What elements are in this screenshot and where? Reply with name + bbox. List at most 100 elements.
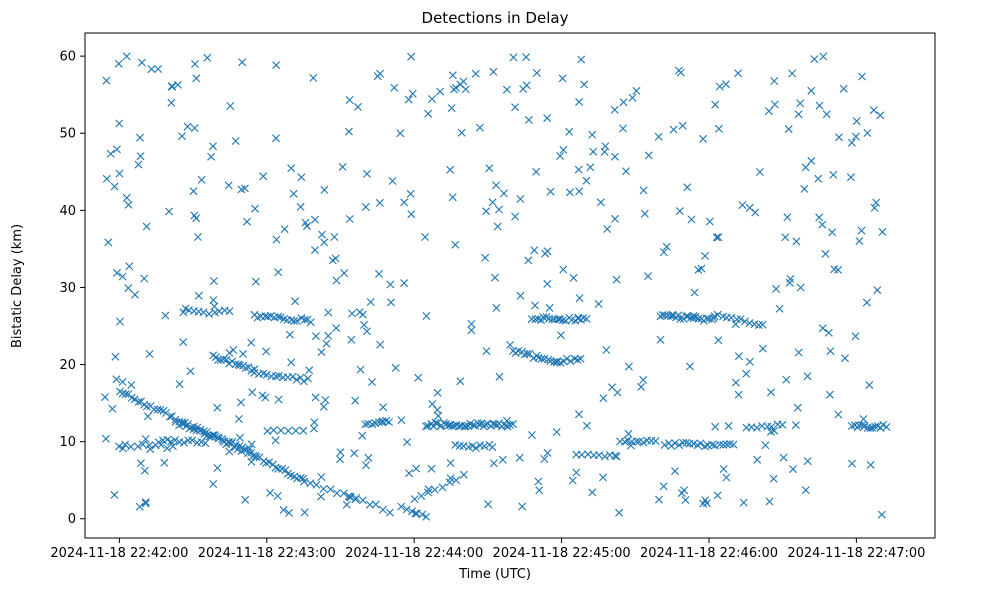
data-point <box>878 227 887 236</box>
data-point <box>114 59 123 68</box>
data-point <box>332 276 341 285</box>
data-point <box>191 60 199 68</box>
data-point <box>522 53 531 62</box>
data-point <box>274 464 283 473</box>
data-point <box>163 435 172 444</box>
data-point <box>284 426 293 435</box>
data-point <box>305 366 314 375</box>
data-point <box>400 279 409 288</box>
data-point <box>523 349 532 358</box>
data-point <box>365 500 374 509</box>
data-point <box>866 460 875 469</box>
data-point <box>710 441 719 450</box>
data-point <box>719 465 728 473</box>
data-point <box>183 122 192 131</box>
data-point <box>210 431 219 440</box>
data-point <box>611 214 619 223</box>
data-point <box>287 358 296 367</box>
data-point <box>188 436 197 445</box>
data-point <box>317 492 325 501</box>
data-point <box>422 422 430 431</box>
data-point <box>632 86 641 95</box>
data-point <box>769 474 778 483</box>
data-point <box>602 346 611 354</box>
data-point <box>596 198 605 207</box>
data-point <box>724 421 733 430</box>
data-point <box>675 207 684 216</box>
data-point <box>488 443 497 452</box>
data-point <box>245 444 254 453</box>
data-point <box>608 383 617 392</box>
data-point <box>108 404 117 413</box>
data-point <box>796 99 805 108</box>
data-point <box>131 290 139 299</box>
data-point <box>782 375 791 384</box>
data-point <box>205 309 214 318</box>
data-point <box>499 189 508 198</box>
data-point <box>141 435 150 443</box>
data-point <box>247 440 256 449</box>
data-point <box>554 315 563 324</box>
data-point <box>324 308 333 317</box>
data-point <box>539 313 548 322</box>
data-point <box>815 101 824 110</box>
data-point <box>619 124 627 133</box>
data-point <box>491 273 499 282</box>
data-point <box>540 455 549 463</box>
data-point <box>124 284 133 293</box>
data-point <box>193 233 202 241</box>
data-point <box>375 198 384 207</box>
data-point <box>659 248 668 257</box>
data-point <box>714 233 723 242</box>
data-point <box>711 100 720 109</box>
data-point <box>239 349 247 358</box>
data-point <box>599 394 608 403</box>
data-point <box>745 357 754 366</box>
data-point <box>558 316 567 325</box>
data-point <box>765 497 774 506</box>
data-point <box>261 393 270 402</box>
data-point <box>290 317 299 325</box>
data-point <box>558 74 567 83</box>
data-point <box>366 298 375 306</box>
data-point <box>682 312 691 321</box>
data-point <box>340 269 349 278</box>
data-point <box>145 350 154 358</box>
data-point <box>322 339 331 348</box>
data-point <box>378 418 387 427</box>
data-point <box>115 119 124 128</box>
data-point <box>311 393 320 402</box>
data-point <box>459 442 468 451</box>
data-point <box>124 200 133 209</box>
data-point <box>810 55 819 64</box>
data-point <box>300 477 309 486</box>
data-point <box>190 124 199 133</box>
data-point <box>135 502 144 511</box>
data-point <box>197 175 206 184</box>
y-axis: 0 10 20 30 40 50 60 <box>59 50 85 527</box>
data-point <box>741 317 749 326</box>
data-point <box>770 426 779 435</box>
data-point <box>610 105 619 114</box>
data-point <box>236 433 244 442</box>
data-point <box>387 298 395 307</box>
data-point <box>213 403 222 412</box>
data-point <box>543 279 552 288</box>
data-point <box>364 453 373 462</box>
data-point <box>582 314 591 323</box>
data-point <box>475 420 484 429</box>
data-point <box>303 374 312 383</box>
data-point <box>705 217 714 226</box>
data-point <box>150 405 158 414</box>
data-point <box>348 309 356 318</box>
data-point <box>847 138 856 147</box>
data-point <box>167 98 176 107</box>
data-point <box>719 440 728 449</box>
data-point <box>731 320 740 329</box>
data-point <box>556 152 565 160</box>
data-point <box>241 364 250 372</box>
data-point <box>400 198 409 207</box>
data-point <box>534 315 543 323</box>
data-point <box>404 95 413 104</box>
